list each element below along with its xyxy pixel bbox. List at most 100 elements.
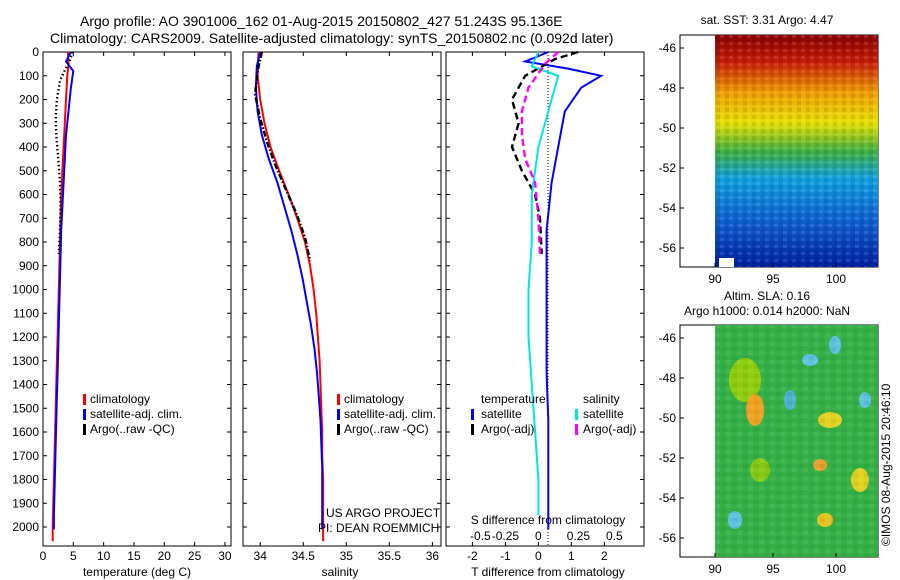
salinity-x-axis: 34 34.5 35 35.5 36	[254, 52, 440, 563]
sst-texture	[715, 35, 878, 267]
lat-tick-label: -56	[659, 241, 677, 255]
s-diff-tick-label: 0.25	[567, 529, 591, 543]
lon-tick-label: 95	[766, 272, 780, 286]
y-tick-label: 2000	[12, 520, 39, 534]
sst-latitude-axis: -46 -48 -50 -52 -54 -56	[659, 41, 684, 255]
temperature-panel: 0100200300400500600700800900100011001200…	[12, 45, 232, 579]
x-tick-label: 0	[40, 549, 47, 563]
salinity-y-ticks	[243, 51, 441, 528]
y-tick-label: 400	[19, 140, 39, 154]
y-tick-label: 200	[19, 93, 39, 107]
legend-label-climatology: climatology	[344, 392, 404, 406]
y-tick-label: 1000	[12, 283, 39, 297]
project-credit: US ARGO PROJECT	[326, 506, 441, 520]
y-tick-label: 500	[19, 164, 39, 178]
x-tick-label: 0	[535, 549, 542, 563]
difference-plot-frame	[445, 51, 645, 547]
x-tick-label: 36	[426, 549, 440, 563]
lat-tick-label: -46	[659, 41, 677, 55]
x-tick-label: 5	[70, 549, 77, 563]
series-line	[254, 51, 324, 530]
salinity-plot-frame	[242, 51, 442, 547]
lat-tick-label: -48	[659, 371, 677, 385]
legend-swatch-argo	[83, 424, 86, 435]
legend-swatch-satellite	[337, 409, 340, 420]
y-tick-label: 1300	[12, 354, 39, 368]
legend-label-argo: Argo(..raw -QC)	[344, 422, 429, 436]
difference-legend: temperature salinity satellite Argo(-adj…	[471, 392, 636, 436]
y-tick-label: 1600	[12, 425, 39, 439]
lat-tick-label: -46	[659, 331, 677, 345]
temperature-series	[51, 51, 75, 542]
lon-tick-label: 90	[708, 272, 722, 286]
x-tick-label: 34.5	[292, 549, 316, 563]
legend-label-s-satellite: satellite	[583, 407, 624, 421]
s-diff-tick-label: 0	[535, 529, 542, 543]
x-tick-label: 34	[254, 549, 268, 563]
lat-tick-label: -48	[659, 81, 677, 95]
difference-x-axis: -2 -1 0 1 2	[467, 52, 608, 563]
y-tick-label: 1800	[12, 473, 39, 487]
x-tick-label: 30	[218, 549, 232, 563]
sst-map-panel: sat. SST: 3.31 Argo: 4.47 -46 -48 -50 -52 -5…	[659, 13, 879, 286]
legend-label-climatology: climatology	[90, 392, 150, 406]
header-line1: Argo profile: AO 3901006_162 01-Aug-2015…	[80, 13, 563, 29]
x-tick-label: 2	[601, 549, 608, 563]
sla-latitude-axis: -46 -48 -50 -52 -54 -56	[659, 331, 684, 545]
y-tick-label: 100	[19, 69, 39, 83]
legend-title-temperature: temperature	[481, 392, 546, 406]
legend-label-t-argo: Argo(-adj)	[481, 422, 534, 436]
legend-swatch-climatology	[337, 394, 340, 405]
t-difference-label: T difference from climatology	[471, 565, 625, 579]
y-tick-label: 1500	[12, 401, 39, 415]
legend-label-satellite: satellite-adj. clim.	[344, 407, 436, 421]
x-tick-label: 15	[127, 549, 141, 563]
s-diff-tick-label: -0.25	[492, 529, 520, 543]
legend-swatch-t-satellite	[471, 409, 474, 420]
lon-tick-label: 90	[708, 562, 722, 576]
lon-tick-label: 100	[826, 562, 846, 576]
sst-map-title: sat. SST: 3.31 Argo: 4.47	[701, 13, 834, 27]
x-tick-label: -1	[500, 549, 511, 563]
s-diff-tick-label: -0.5	[470, 529, 491, 543]
x-tick-label: 25	[188, 549, 202, 563]
series-line	[521, 51, 604, 530]
legend-label-t-satellite: satellite	[481, 407, 522, 421]
pi-credit: PI: DEAN ROEMMICH	[318, 521, 439, 535]
salinity-xlabel: salinity	[322, 565, 359, 579]
s-difference-label: S difference from climatology	[471, 513, 626, 527]
x-tick-label: 35	[340, 549, 354, 563]
legend-label-argo: Argo(..raw -QC)	[90, 422, 175, 436]
difference-series	[510, 50, 604, 530]
legend-swatch-s-satellite	[575, 409, 578, 420]
sla-map-title: Altim. SLA: 0.16	[724, 289, 810, 303]
x-tick-label: -2	[467, 549, 478, 563]
sla-map-panel: Altim. SLA: 0.16 Argo h1000: 0.014 h2000…	[659, 289, 879, 576]
x-tick-label: 20	[158, 549, 172, 563]
series-line	[527, 51, 560, 516]
temperature-plot-frame	[42, 51, 232, 547]
lat-tick-label: -54	[659, 491, 677, 505]
y-tick-label: 1700	[12, 449, 39, 463]
x-tick-label: 35.5	[378, 549, 402, 563]
salinity-legend: climatology satellite-adj. clim. Argo(..…	[337, 392, 436, 436]
sla-longitude-axis: 90 95 100	[708, 553, 846, 576]
legend-label-satellite: satellite-adj. clim.	[90, 407, 182, 421]
difference-panel: -2 -1 0 1 2 S difference from climatology -0…	[445, 50, 645, 579]
difference-y-ticks	[446, 51, 644, 528]
lon-tick-label: 95	[766, 562, 780, 576]
sla-map-subtitle: Argo h1000: 0.014 h2000: NaN	[684, 304, 850, 318]
lat-tick-label: -50	[659, 121, 677, 135]
y-tick-label: 600	[19, 188, 39, 202]
temperature-legend: climatology satellite-adj. clim. Argo(..…	[83, 392, 182, 436]
y-tick-label: 900	[19, 259, 39, 273]
sla-texture	[715, 325, 878, 557]
series-line	[520, 51, 560, 254]
series-line	[52, 51, 75, 530]
legend-swatch-t-argo	[471, 424, 474, 435]
legend-swatch-argo	[337, 424, 340, 435]
salinity-series	[253, 51, 325, 542]
y-tick-label: 300	[19, 116, 39, 130]
legend-title-salinity: salinity	[583, 392, 620, 406]
